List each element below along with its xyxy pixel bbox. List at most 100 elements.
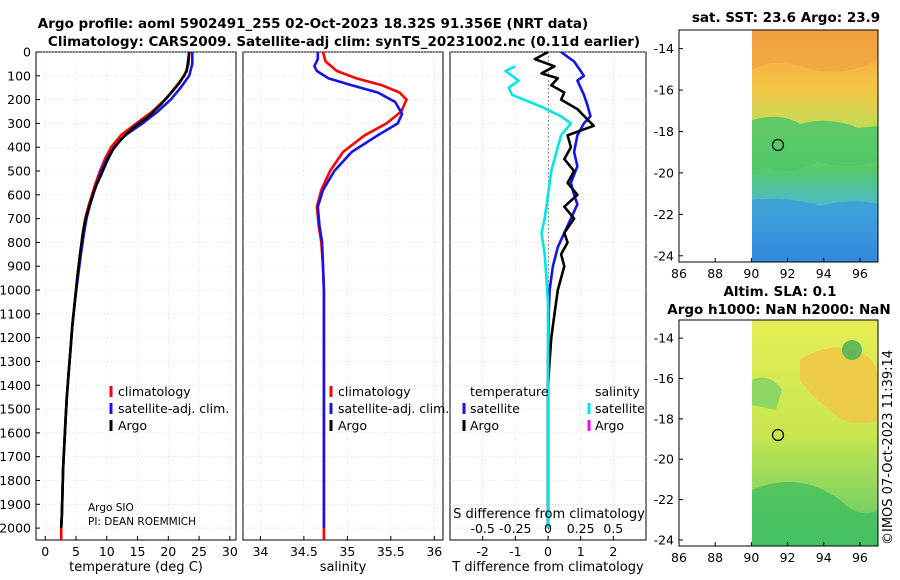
legend-s-argo: Argo <box>595 418 624 433</box>
credit-line2: PI: DEAN ROEMMICH <box>88 516 196 528</box>
legend-climatology: climatology <box>118 384 191 399</box>
x2-tick-label: 0.25 <box>567 521 595 536</box>
series-line-climatology <box>59 51 191 540</box>
x-tick-label: 10 <box>99 544 115 559</box>
sla-green-patch <box>752 377 782 410</box>
x-tick-label: 34.5 <box>290 544 318 559</box>
legend-t-satellite: satellite <box>470 401 520 416</box>
map-y-tick-label: -16 <box>654 371 674 386</box>
temperature-panel: 0 5 10 15 20 25 30 0 100 200 300 400 500 600 700 800 90… <box>0 45 238 576</box>
map-x-tick-label: 92 <box>780 266 796 281</box>
legend-satellite: satellite-adj. clim. <box>118 401 229 416</box>
map-y-tick-label: -22 <box>654 207 674 222</box>
salinity-axis-label: salinity <box>320 560 367 575</box>
difference-panel: -2 -1 0 1 2 -0.5 -0.25 0 0.25 0.5 T difference f… <box>449 50 647 575</box>
y-tick-label: 1700 <box>0 449 31 464</box>
sst-argo-location-marker <box>771 138 785 152</box>
legend-argo: Argo <box>338 418 367 433</box>
y-tick-label: 200 <box>7 92 31 107</box>
x-tick-label: 5 <box>72 544 80 559</box>
map-y-tick-label: -14 <box>654 331 674 346</box>
x-tick-label: -2 <box>476 544 488 559</box>
sst-map-panel: sat. SST: 23.6 Argo: 23.9 86 88 90 92 94 96 -… <box>654 10 881 281</box>
map-y-tick-label: -14 <box>654 41 674 56</box>
temperature-axis-label: temperature (deg C) <box>69 560 203 575</box>
figure-title-line1: Argo profile: aoml 5902491_255 02-Oct-20… <box>38 16 588 32</box>
y-tick-label: 600 <box>7 187 31 202</box>
credit-line1: Argo SIO <box>88 502 134 514</box>
x2-tick-label: 0 <box>544 521 552 536</box>
sla-low-band <box>752 482 878 546</box>
sst-blue-band <box>752 198 878 262</box>
x2-tick-label: -0.5 <box>470 521 494 536</box>
sla-argo-location-marker <box>771 428 785 442</box>
series-line-argo <box>533 50 595 529</box>
x-tick-label: 2 <box>609 544 617 559</box>
imos-watermark: ©IMOS 07-Oct-2023 11:39:14 <box>881 350 896 545</box>
s-difference-axis-label: S difference from climatology <box>453 507 645 522</box>
map-y-tick-label: -24 <box>654 532 674 547</box>
y-tick-label: 2000 <box>0 521 31 536</box>
x-tick-label: 35 <box>339 544 355 559</box>
series-line-satellite-adj-clim- <box>313 52 404 529</box>
sla-map-panel: Altim. SLA: 0.1 Argo h1000: NaN h2000: N… <box>654 284 891 565</box>
legend-argo: Argo <box>118 418 147 433</box>
y-tick-label: 1200 <box>0 330 31 345</box>
legend-s-satellite: satellite <box>595 401 645 416</box>
x-tick-label: 30 <box>222 544 238 559</box>
x-tick-label: 0 <box>41 544 49 559</box>
sst-map-frame <box>678 29 879 263</box>
y-tick-label: 1500 <box>0 402 31 417</box>
map-y-tick-label: -18 <box>654 411 674 426</box>
legend-t-argo: Argo <box>470 418 499 433</box>
y-tick-label: 400 <box>7 140 31 155</box>
temperature-legend: climatology satellite-adj. clim. Argo <box>109 384 229 433</box>
x-tick-label: -1 <box>509 544 521 559</box>
map-x-tick-label: 88 <box>707 266 723 281</box>
map-x-tick-label: 94 <box>816 266 832 281</box>
y-tick-label: 800 <box>7 235 31 250</box>
salinity-legend: climatology satellite-adj. clim. Argo <box>329 384 449 433</box>
map-x-tick-label: 96 <box>852 266 868 281</box>
legend-climatology: climatology <box>338 384 411 399</box>
map-x-tick-label: 86 <box>671 266 687 281</box>
map-y-tick-label: -24 <box>654 248 674 263</box>
map-y-tick-label: -20 <box>654 165 674 180</box>
sst-map-title: sat. SST: 23.6 Argo: 23.9 <box>692 10 880 26</box>
difference-legend: temperature salinity satellite Argo sate… <box>462 384 645 433</box>
map-y-tick-label: -18 <box>654 124 674 139</box>
map-x-tick-label: 96 <box>852 550 868 565</box>
map-y-tick-label: -22 <box>654 492 674 507</box>
map-x-tick-label: 94 <box>816 550 832 565</box>
map-y-tick-label: -16 <box>654 83 674 98</box>
y-tick-label: 500 <box>7 164 31 179</box>
y-tick-label: 1800 <box>0 473 31 488</box>
y-tick-label: 700 <box>7 211 31 226</box>
legend-title-temperature: temperature <box>470 384 549 399</box>
sla-map-subtitle: Argo h1000: NaN h2000: NaN <box>667 302 890 318</box>
sla-map-frame <box>678 319 879 547</box>
y-tick-label: 1000 <box>0 283 31 298</box>
legend-satellite: satellite-adj. clim. <box>338 401 449 416</box>
x-tick-label: 35.5 <box>377 544 405 559</box>
y-tick-label: 1100 <box>0 306 31 321</box>
map-y-tick-label: -20 <box>654 452 674 467</box>
map-x-tick-label: 92 <box>780 550 796 565</box>
x-tick-label: 1 <box>577 544 585 559</box>
y-tick-label: 1400 <box>0 378 31 393</box>
x-tick-label: 15 <box>130 544 146 559</box>
legend-title-salinity: salinity <box>595 384 640 399</box>
map-x-tick-label: 86 <box>671 550 687 565</box>
x-tick-label: 25 <box>191 544 207 559</box>
x2-tick-label: 0.5 <box>603 521 623 536</box>
salinity-panel: 34 34.5 35 35.5 36 salinity climatology sate… <box>242 51 449 575</box>
sst-warm-band <box>752 30 878 72</box>
series-line-satellite <box>504 65 573 529</box>
sst-green-band <box>752 116 878 171</box>
t-difference-axis-label: T difference from climatology <box>451 560 644 575</box>
map-x-tick-label: 88 <box>707 550 723 565</box>
series-line-argo <box>59 51 191 529</box>
salinity-plot-frame <box>242 51 444 541</box>
y-tick-label: 0 <box>23 45 31 60</box>
